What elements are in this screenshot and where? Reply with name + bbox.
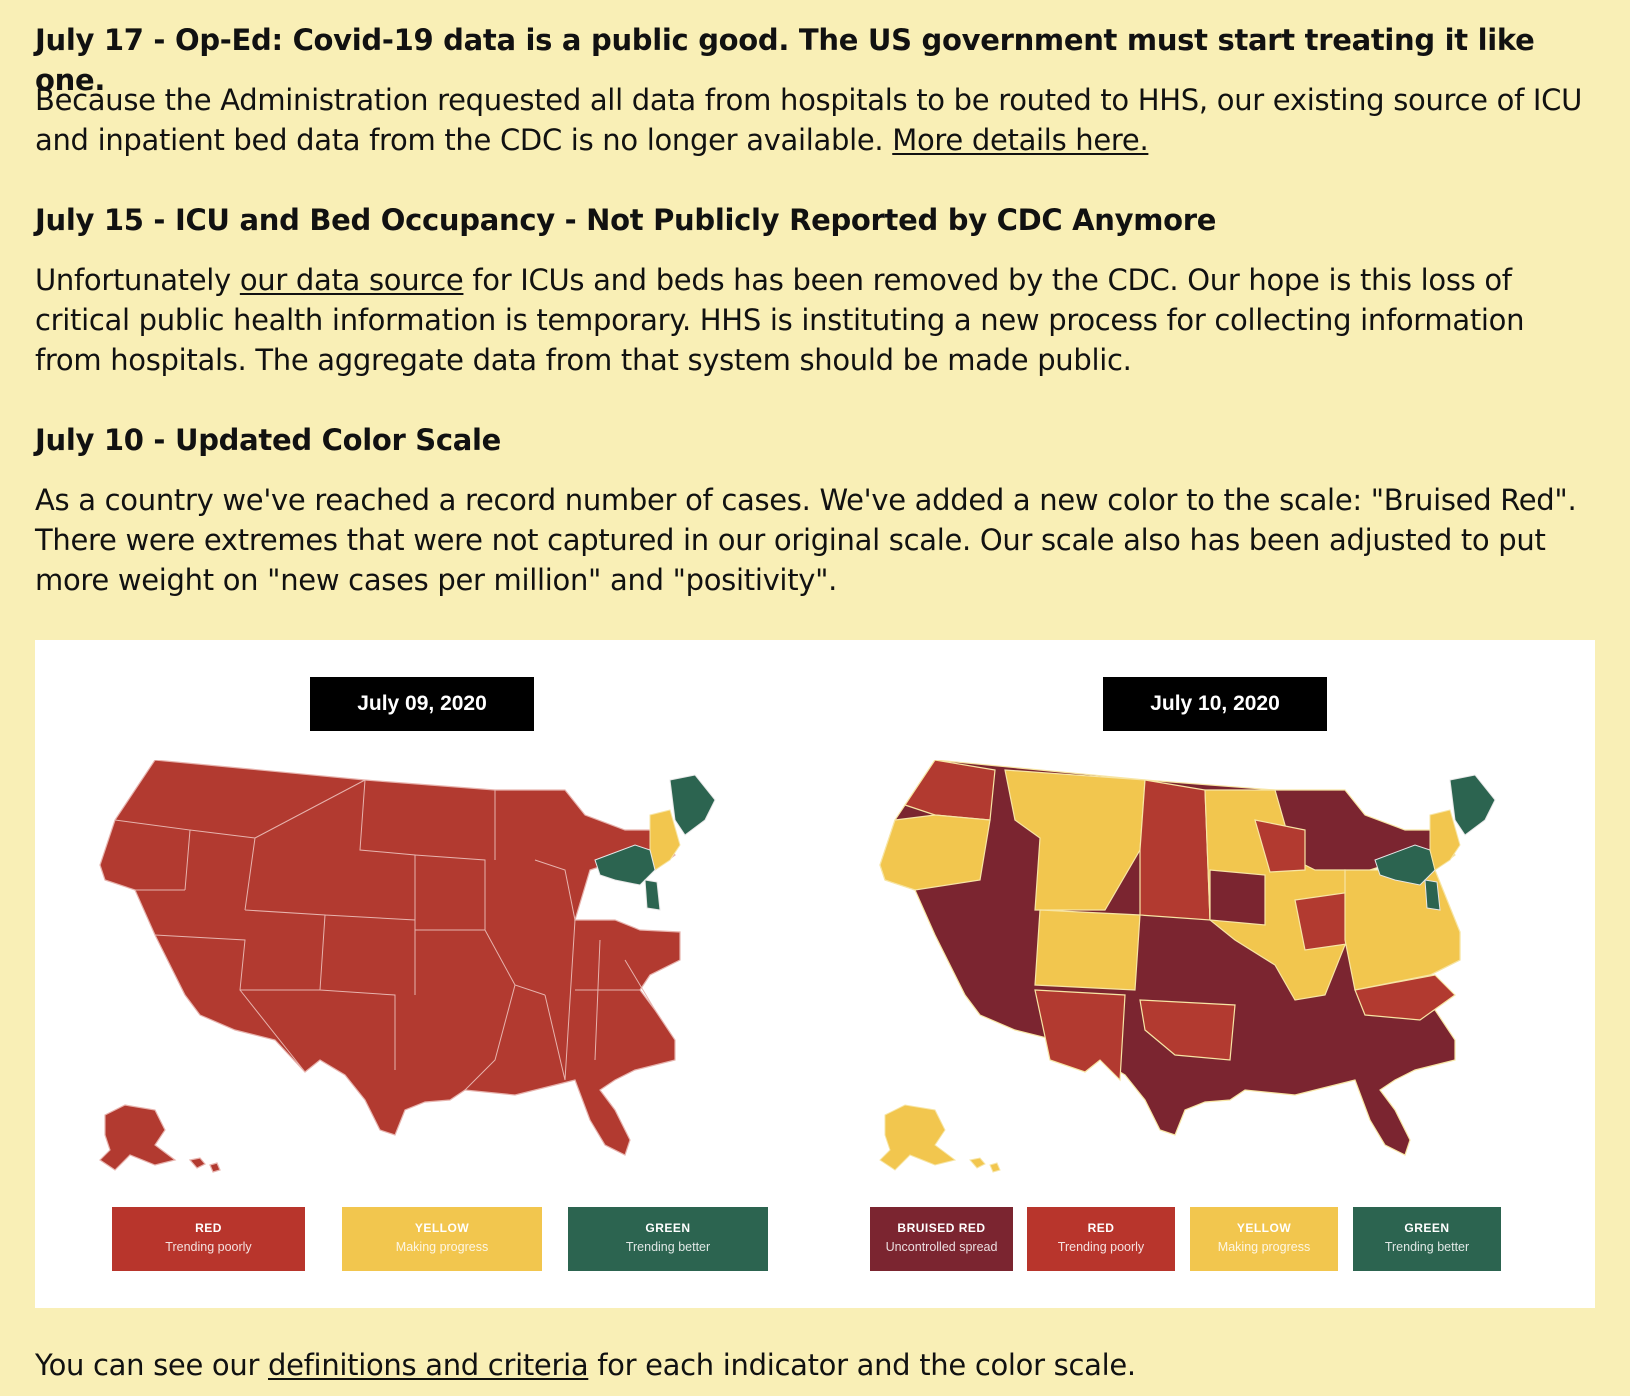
- update-text: Because the Administration requested all…: [35, 83, 1583, 157]
- legend-subtitle: Trending better: [625, 1240, 711, 1254]
- color-scale-comparison-figure: July 09, 2020 RED Trending poorly YELLOW…: [35, 640, 1595, 1308]
- update-text: for ICUs and beds has been removed by th…: [35, 263, 1525, 377]
- us-map-july-10: [879, 760, 1496, 1173]
- map-region-east-yellow: [1344, 869, 1461, 991]
- map-region-oregon-yellow: [879, 814, 991, 891]
- right-legend-yellow: YELLOW Making progress: [1190, 1207, 1338, 1271]
- map-region-new-mexico-red: [1034, 989, 1126, 1082]
- us-map-july-09: [99, 760, 716, 1173]
- map-region-hawaii: [188, 1157, 221, 1173]
- legend-title: BRUISED RED: [897, 1221, 986, 1235]
- data-source-link[interactable]: our data source: [239, 263, 464, 297]
- map-region-contiguous-us: [99, 760, 681, 1156]
- legend-subtitle: Making progress: [395, 1240, 489, 1254]
- update-heading-july-17: July 17 - Op-Ed: Covid-19 data is a publ…: [35, 23, 1535, 97]
- right-legend-green: GREEN Trending better: [1353, 1207, 1501, 1271]
- legend-title: YELLOW: [1236, 1221, 1292, 1235]
- update-text: Unfortunately: [35, 263, 240, 297]
- left-legend-green: GREEN Trending better: [568, 1207, 768, 1271]
- update-heading-july-10: July 10 - Updated Color Scale: [35, 423, 502, 457]
- footer-text-after: for each indicator and the color scale.: [588, 1348, 1136, 1382]
- map-region-alaska: [99, 1104, 177, 1171]
- left-legend-yellow: YELLOW Making progress: [342, 1207, 542, 1271]
- map-region-northeast-yellow: [1429, 809, 1461, 871]
- legend-title: YELLOW: [414, 1221, 470, 1235]
- legend-title: GREEN: [1404, 1221, 1450, 1235]
- map-region-dakotas-red: [1139, 779, 1211, 921]
- legend-subtitle: Trending poorly: [1057, 1240, 1145, 1254]
- map-region-alaska-yellow: [879, 1104, 957, 1171]
- map-region-colorado-yellow: [1034, 909, 1141, 991]
- more-details-link[interactable]: More details here.: [892, 123, 1149, 157]
- map-region-hawaii-yellow: [969, 1157, 1001, 1173]
- definitions-criteria-link[interactable]: definitions and criteria: [268, 1348, 589, 1382]
- footer-text: You can see our definitions and criteria…: [35, 1345, 1136, 1385]
- map-region-oklahoma-red: [1139, 999, 1236, 1061]
- map-region-iowa-bruised: [1209, 869, 1266, 926]
- map-border-line: [114, 779, 656, 1091]
- map-region-north-carolina-red: [1354, 974, 1456, 1021]
- legend-title: RED: [1087, 1221, 1115, 1235]
- right-legend-red: RED Trending poorly: [1027, 1207, 1175, 1271]
- legend-title: GREEN: [645, 1221, 691, 1235]
- footer-text-before: You can see our: [35, 1348, 268, 1382]
- map-region-maine-green: [1449, 774, 1496, 836]
- update-body-july-15: Unfortunately our data source for ICUs a…: [35, 260, 1595, 380]
- left-legend-red: RED Trending poorly: [112, 1207, 305, 1271]
- update-heading-july-15: July 15 - ICU and Bed Occupancy - Not Pu…: [35, 203, 1217, 237]
- legend-subtitle: Making progress: [1217, 1240, 1311, 1254]
- legend-title: RED: [195, 1221, 222, 1235]
- map-region-maine-green: [669, 774, 716, 836]
- right-map-date-label: July 10, 2020: [1103, 677, 1327, 731]
- left-map-date-label: July 09, 2020: [310, 677, 534, 731]
- right-legend-bruised-red: BRUISED RED Uncontrolled spread: [870, 1207, 1013, 1271]
- legend-subtitle: Trending poorly: [165, 1240, 252, 1254]
- update-body-july-17: Because the Administration requested all…: [35, 80, 1595, 160]
- map-region-wisconsin-red: [1254, 819, 1306, 873]
- legend-subtitle: Trending better: [1384, 1240, 1470, 1254]
- map-region-new-york-green: [1374, 844, 1436, 886]
- update-body-july-10: As a country we've reached a record numb…: [35, 483, 1577, 597]
- map-region-new-jersey-green: [644, 879, 661, 911]
- legend-subtitle: Uncontrolled spread: [885, 1240, 998, 1254]
- map-region-new-york-green: [594, 844, 656, 886]
- map-region-new-jersey-green: [1424, 879, 1441, 911]
